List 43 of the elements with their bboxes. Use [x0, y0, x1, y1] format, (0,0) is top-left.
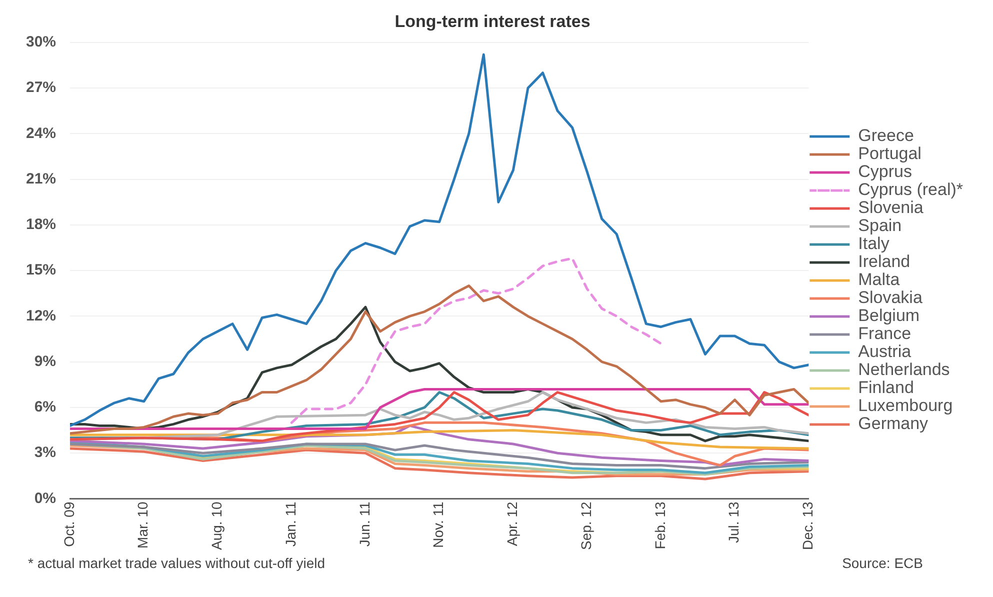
legend-label: Slovenia — [858, 198, 924, 218]
legend-label: Malta — [858, 270, 900, 290]
y-tick-label: 24% — [26, 124, 56, 142]
y-tick-label: 18% — [26, 216, 56, 234]
y-tick-label: 15% — [26, 262, 56, 279]
legend-label: Finland — [858, 378, 914, 398]
y-tick-label: 30% — [26, 34, 56, 51]
chart-title: Long-term interest rates — [394, 12, 590, 31]
x-tick-label: Apr. 12 — [504, 502, 520, 546]
y-tick-label: 3% — [34, 444, 56, 462]
legend-label: Germany — [858, 414, 929, 434]
y-tick-label: 0% — [34, 490, 56, 507]
legend-label: Belgium — [858, 306, 920, 326]
x-tick-label: Feb. 13 — [652, 502, 668, 550]
x-tick-label: Nov. 11 — [430, 502, 446, 548]
y-tick-label: 6% — [34, 398, 56, 416]
legend-label: Spain — [858, 216, 902, 236]
legend-label: Ireland — [858, 252, 910, 272]
y-tick-label: 12% — [26, 307, 56, 324]
y-tick-label: 9% — [34, 352, 56, 370]
x-tick-label: Sep. 12 — [578, 502, 594, 550]
source-note: Source: ECB — [842, 555, 923, 571]
legend-label: Cyprus — [858, 162, 912, 182]
legend-label: Greece — [858, 126, 914, 146]
legend-label: Portugal — [858, 144, 922, 164]
x-tick-label: Oct. 09 — [60, 502, 77, 547]
x-tick-label: Mar. 10 — [134, 502, 151, 548]
text: * actual market trade values without cut-off yield — [28, 555, 326, 571]
y-tick-label: 21% — [26, 170, 56, 188]
legend-label: Italy — [858, 234, 890, 254]
x-tick-label: Jun. 11 — [356, 502, 372, 547]
x-tick-label: Dec. 13 — [800, 502, 816, 550]
x-tick-label: Aug. 10 — [208, 502, 225, 550]
legend-label: Netherlands — [858, 360, 950, 380]
legend-label: Luxembourg — [858, 396, 953, 416]
legend-label: Cyprus (real)* — [858, 180, 964, 200]
legend-label: France — [858, 324, 912, 344]
x-tick-label: Jan. 11 — [282, 502, 298, 547]
line-series — [290, 257, 662, 424]
y-tick-label: 27% — [26, 79, 56, 96]
x-tick-label: Jul. 13 — [726, 502, 742, 543]
legend-label: Slovakia — [858, 288, 923, 308]
legend-label: Austria — [858, 342, 912, 362]
